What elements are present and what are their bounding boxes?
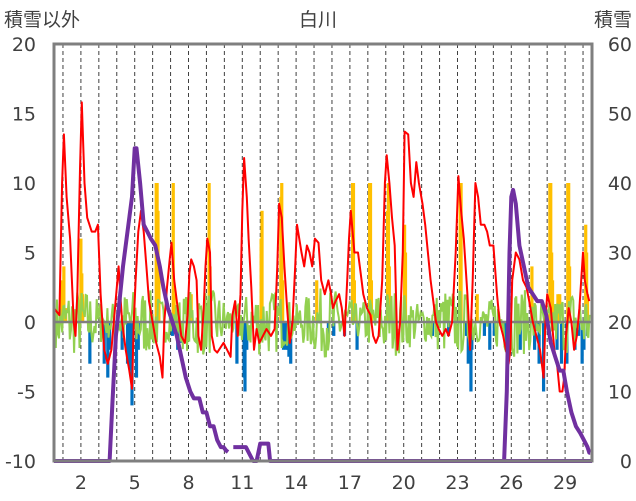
temperature-line-0 <box>53 101 591 393</box>
x-tick-label: 8 <box>182 472 194 494</box>
x-tick-label: 20 <box>392 472 416 494</box>
snowfall-bar-5 <box>125 322 130 364</box>
left-tick-label: 0 <box>24 312 36 334</box>
x-tick-label: 2 <box>75 472 87 494</box>
left-axis-label: 積雪以外 <box>4 9 80 31</box>
precipitation-bar-31 <box>403 252 408 322</box>
precipitation-bar-11 <box>172 294 176 322</box>
snowfall-bar-31 <box>469 322 473 392</box>
precipitation-bar-25 <box>368 183 373 322</box>
snowfall-bar-34 <box>488 322 492 350</box>
snowfall-bar-4 <box>120 322 124 350</box>
snow_depth-line-2 <box>233 441 592 463</box>
snowfall-bar-9 <box>134 322 139 378</box>
x-tick-label: 23 <box>445 472 469 494</box>
right-tick-label: 20 <box>608 312 632 334</box>
snowfall-bar-32 <box>470 322 474 350</box>
snowfall-bar-16 <box>243 322 247 392</box>
left-tick-label: 5 <box>24 243 36 265</box>
right-tick-label: 40 <box>608 173 632 195</box>
plot-area: -10 -5 0 5 10 15 20 0 10 20 30 40 50 60 2 5 8 11 14 17 20 23 2… <box>5 34 632 494</box>
snowfall-bar-28 <box>446 322 451 336</box>
precipitation-bar-44 <box>567 266 572 322</box>
snowfall-bar-0 <box>88 322 92 364</box>
precipitation-bar-39 <box>550 280 555 322</box>
precipitation-bar-16 <box>260 210 264 322</box>
precipitation-bar-20 <box>315 280 319 322</box>
precipitation-bar-19 <box>281 280 285 322</box>
snow_depth-line-3 <box>502 187 592 463</box>
snowfall-bar-14 <box>235 322 239 364</box>
left-tick-label: 15 <box>12 104 36 126</box>
snowfall-bar-6 <box>128 322 132 371</box>
snowfall-bar-29 <box>464 322 469 336</box>
snowfall-bar-42 <box>559 322 564 364</box>
snowfall-bar-19 <box>284 322 288 350</box>
snowfall-bar-18 <box>281 322 286 350</box>
precipitation-bar-28 <box>386 183 391 322</box>
right-tick-label: 30 <box>608 243 632 265</box>
snowfall-bar-38 <box>533 322 537 350</box>
snowfall-bar-17 <box>245 322 249 350</box>
snowfall-bar-46 <box>580 322 584 364</box>
x-tick-label: 29 <box>553 472 577 494</box>
chart-title: 白川 <box>299 9 337 31</box>
left-tick-label: -5 <box>17 382 36 404</box>
x-tick-label: 14 <box>284 472 308 494</box>
precipitation-bar-29 <box>387 266 391 322</box>
precipitation-bar-43 <box>567 183 571 322</box>
x-tick-label: 5 <box>129 472 141 494</box>
right-tick-label: 50 <box>608 104 632 126</box>
x-tick-label: 26 <box>499 472 523 494</box>
snowfall-bar-2 <box>106 322 110 378</box>
precipitation-bar-1 <box>62 266 66 322</box>
right-tick-label: 10 <box>608 382 632 404</box>
snowfall-bar-24 <box>332 322 336 336</box>
x-tick-label: 11 <box>230 472 254 494</box>
snowfall-bar-11 <box>170 322 174 336</box>
precipitation-bar-23 <box>352 280 356 322</box>
plot-frame <box>52 42 594 463</box>
snowfall-bar-30 <box>466 322 470 364</box>
precipitation-bar-34 <box>475 294 479 322</box>
right-axis-label: 積雪 <box>594 9 632 31</box>
precipitation-bar-18 <box>280 183 284 322</box>
right-tick-label: 60 <box>608 34 632 56</box>
precipitation-bar-10 <box>171 183 175 322</box>
precipitation-bar-0 <box>60 280 64 322</box>
precipitation-bar-47 <box>585 294 590 322</box>
left-tick-label: 10 <box>12 173 36 195</box>
precipitation-bar-33 <box>459 183 463 322</box>
left-tick-label: 20 <box>12 34 36 56</box>
snowfall-bar-10 <box>136 322 140 350</box>
right-tick-label: 0 <box>620 451 632 473</box>
precipitation-bar-9 <box>157 266 161 322</box>
left-tick-label: -10 <box>5 451 36 473</box>
snowfall-bar-37 <box>518 322 522 350</box>
precipitation-bar-26 <box>369 280 374 322</box>
snow_depth-line-1 <box>54 146 230 463</box>
snowfall-bar-33 <box>482 322 486 336</box>
x-tick-label: 17 <box>338 472 362 494</box>
snowfall-bar-35 <box>492 322 496 336</box>
